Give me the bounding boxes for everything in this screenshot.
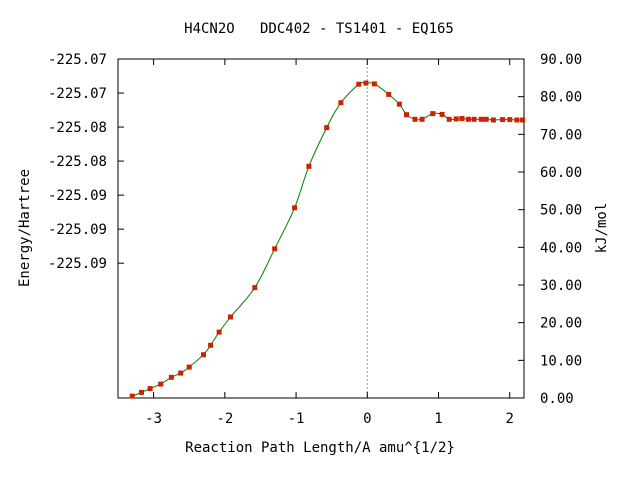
data-point-16 (338, 100, 344, 106)
data-point-37 (514, 117, 520, 123)
x-tick-label: -1 (288, 411, 305, 427)
data-point-30 (465, 116, 471, 122)
y2-axis-title: kJ/mol (594, 203, 610, 254)
data-point-7 (201, 352, 206, 358)
data-point-21 (396, 101, 402, 107)
data-point-34 (490, 117, 496, 123)
y2-tick-label: 0.00 (540, 391, 574, 407)
y2-tick-label: 20.00 (540, 316, 582, 332)
x-tick-label: -2 (216, 411, 233, 427)
y2-tick-label: 50.00 (540, 203, 582, 219)
y-tick-label: -225.07 (48, 52, 107, 68)
data-point-3 (158, 381, 164, 387)
data-point-29 (459, 116, 465, 121)
y-tick-label: -225.09 (48, 256, 107, 272)
y2-tick-label: 10.00 (540, 353, 582, 369)
data-point-38 (520, 117, 526, 123)
y2-tick-label: 40.00 (540, 240, 582, 256)
data-point-5 (178, 370, 184, 376)
x-axis-title: Reaction Path Length/A amu^{1/2} (185, 440, 455, 456)
data-point-4 (168, 374, 174, 380)
x-tick-label: 1 (434, 411, 442, 427)
y-tick-label: -225.09 (48, 188, 107, 204)
data-point-1 (139, 389, 144, 395)
data-point-25 (430, 111, 436, 117)
y-tick-label: -225.08 (48, 120, 107, 136)
y2-tick-label: 80.00 (540, 90, 582, 106)
data-point-12 (272, 246, 278, 252)
y2-tick-label: 70.00 (540, 127, 582, 143)
data-point-20 (386, 91, 392, 97)
data-point-35 (500, 117, 506, 123)
data-point-14 (306, 163, 312, 169)
data-point-2 (147, 386, 153, 392)
y-tick-label: -225.09 (48, 222, 107, 238)
data-point-36 (507, 117, 513, 123)
plot-frame (117, 58, 525, 399)
chart-title: H4CN2O DDC402 - TS1401 - EQ165 (184, 21, 454, 37)
x-tick-label: -3 (145, 411, 162, 427)
data-point-15 (324, 125, 330, 131)
data-point-22 (404, 112, 409, 118)
plot-area (117, 58, 526, 399)
x-tick-label: 2 (506, 411, 514, 427)
data-point-26 (439, 111, 445, 117)
y2-tick-label: 60.00 (540, 165, 582, 181)
data-point-0 (129, 393, 135, 399)
x-tick-label: 0 (363, 411, 371, 427)
y2-tick-label: 90.00 (540, 52, 582, 68)
data-point-24 (419, 116, 425, 122)
data-point-23 (412, 116, 418, 122)
data-point-13 (292, 205, 298, 211)
y-axis-title: Energy/Hartree (17, 169, 33, 287)
axes-ticks: -3 -2 -1 0 1 2 -225.07 -225.07 -225.08 -225.08 -22… (48, 52, 582, 427)
data-point-11 (252, 285, 258, 291)
data-point-17 (356, 81, 362, 87)
data-point-8 (208, 342, 214, 348)
data-point-28 (453, 116, 459, 122)
data-point-27 (446, 116, 452, 122)
data-point-18 (363, 80, 369, 86)
data-point-33 (483, 116, 489, 122)
y-tick-label: -225.07 (48, 86, 107, 102)
data-point-9 (216, 329, 222, 335)
data-point-31 (471, 116, 477, 122)
y-tick-label: -225.08 (48, 154, 107, 170)
data-point-6 (186, 364, 192, 370)
data-point-32 (478, 116, 484, 122)
data-point-10 (228, 314, 233, 320)
y2-tick-label: 30.00 (540, 278, 582, 294)
data-point-19 (371, 81, 377, 87)
